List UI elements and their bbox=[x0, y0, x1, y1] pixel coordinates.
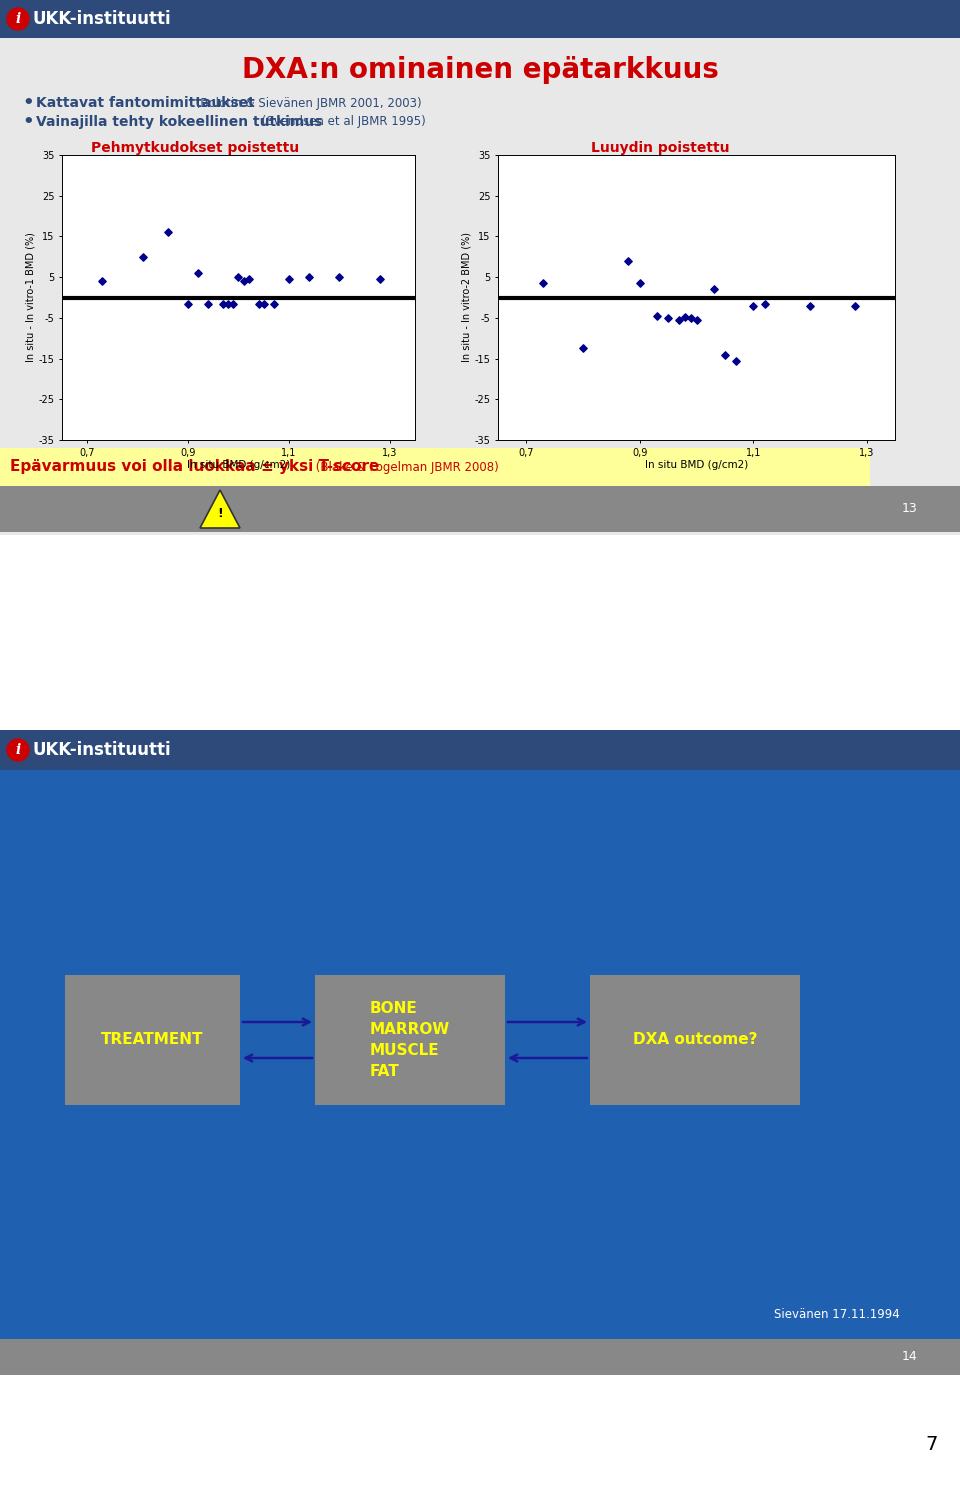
Point bbox=[660, 306, 676, 330]
Bar bbox=[315, 976, 505, 1106]
Point bbox=[803, 294, 818, 318]
Y-axis label: In situ - In vitro-2 BMD (%): In situ - In vitro-2 BMD (%) bbox=[462, 233, 471, 363]
Point bbox=[717, 342, 732, 366]
Point bbox=[684, 306, 699, 330]
Text: i: i bbox=[15, 12, 20, 25]
Point bbox=[256, 291, 272, 315]
Text: •: • bbox=[22, 94, 34, 112]
Point bbox=[251, 291, 266, 315]
Circle shape bbox=[7, 7, 29, 30]
Point bbox=[649, 303, 664, 327]
Text: !: ! bbox=[217, 506, 223, 520]
Point bbox=[756, 291, 772, 315]
Text: (Blake & Fogelman JBMR 2008): (Blake & Fogelman JBMR 2008) bbox=[312, 460, 499, 474]
Text: Luuydin poistettu: Luuydin poistettu bbox=[590, 140, 730, 155]
Point bbox=[621, 249, 636, 273]
Point bbox=[372, 267, 388, 291]
Point bbox=[201, 291, 216, 315]
Bar bbox=[590, 976, 800, 1106]
Point bbox=[180, 291, 196, 315]
Point bbox=[216, 291, 231, 315]
Point bbox=[706, 278, 721, 302]
Bar bbox=[0, 1339, 960, 1374]
Point bbox=[241, 267, 256, 291]
Point bbox=[331, 266, 347, 290]
Bar bbox=[65, 976, 240, 1106]
Text: UKK-instituutti: UKK-instituutti bbox=[32, 741, 171, 759]
Point bbox=[746, 294, 761, 318]
Point bbox=[678, 305, 693, 329]
Point bbox=[230, 266, 246, 290]
Point bbox=[575, 336, 590, 360]
Point bbox=[226, 291, 241, 315]
Text: DXA:n ominainen epätarkkuus: DXA:n ominainen epätarkkuus bbox=[242, 55, 718, 84]
Bar bbox=[0, 1374, 960, 1494]
Point bbox=[221, 291, 236, 315]
Point bbox=[632, 272, 647, 296]
Text: Epävarmuus voi olla luokkaa ± yksi T-score: Epävarmuus voi olla luokkaa ± yksi T-sco… bbox=[10, 460, 379, 475]
Text: DXA outcome?: DXA outcome? bbox=[633, 1032, 757, 1047]
Text: 7: 7 bbox=[925, 1436, 938, 1454]
Bar bbox=[0, 0, 960, 535]
Text: i: i bbox=[15, 743, 20, 757]
Bar bbox=[0, 731, 960, 769]
Bar bbox=[0, 535, 960, 731]
Point bbox=[266, 291, 281, 315]
Point bbox=[160, 221, 176, 245]
Bar bbox=[0, 731, 960, 1374]
Point bbox=[236, 269, 252, 293]
Text: Pehmytkudokset poistettu: Pehmytkudokset poistettu bbox=[91, 140, 300, 155]
Point bbox=[135, 245, 151, 269]
Text: •: • bbox=[22, 114, 34, 131]
Text: 13: 13 bbox=[902, 502, 918, 515]
Bar bbox=[0, 448, 870, 486]
Text: 14: 14 bbox=[902, 1351, 918, 1364]
X-axis label: In situ BMD (g/cm2): In situ BMD (g/cm2) bbox=[645, 460, 748, 471]
Text: (Svendsen et al JBMR 1995): (Svendsen et al JBMR 1995) bbox=[258, 115, 425, 128]
X-axis label: In situ BMD (g/cm2): In situ BMD (g/cm2) bbox=[187, 460, 290, 471]
Text: UKK-instituutti: UKK-instituutti bbox=[32, 10, 171, 28]
Point bbox=[190, 261, 205, 285]
Point bbox=[281, 267, 297, 291]
Text: BONE
MARROW
MUSCLE
FAT: BONE MARROW MUSCLE FAT bbox=[370, 1001, 450, 1079]
Point bbox=[848, 294, 863, 318]
Bar bbox=[0, 0, 960, 37]
Point bbox=[729, 348, 744, 372]
Point bbox=[536, 272, 551, 296]
Bar bbox=[0, 486, 960, 532]
Polygon shape bbox=[200, 490, 240, 527]
Y-axis label: In situ - In vitro-1 BMD (%): In situ - In vitro-1 BMD (%) bbox=[26, 233, 36, 363]
Text: Vainajilla tehty kokeellinen tutkimus: Vainajilla tehty kokeellinen tutkimus bbox=[36, 115, 323, 128]
Point bbox=[689, 308, 705, 332]
Point bbox=[301, 266, 317, 290]
Text: Kattavat fantomimittaukset: Kattavat fantomimittaukset bbox=[36, 96, 254, 111]
Text: Sievänen 17.11.1994: Sievänen 17.11.1994 bbox=[775, 1309, 900, 1322]
Point bbox=[95, 269, 110, 293]
Text: (Bolotin & Sievänen JBMR 2001, 2003): (Bolotin & Sievänen JBMR 2001, 2003) bbox=[192, 97, 421, 109]
Point bbox=[672, 308, 687, 332]
Text: TREATMENT: TREATMENT bbox=[101, 1032, 204, 1047]
Circle shape bbox=[7, 740, 29, 760]
